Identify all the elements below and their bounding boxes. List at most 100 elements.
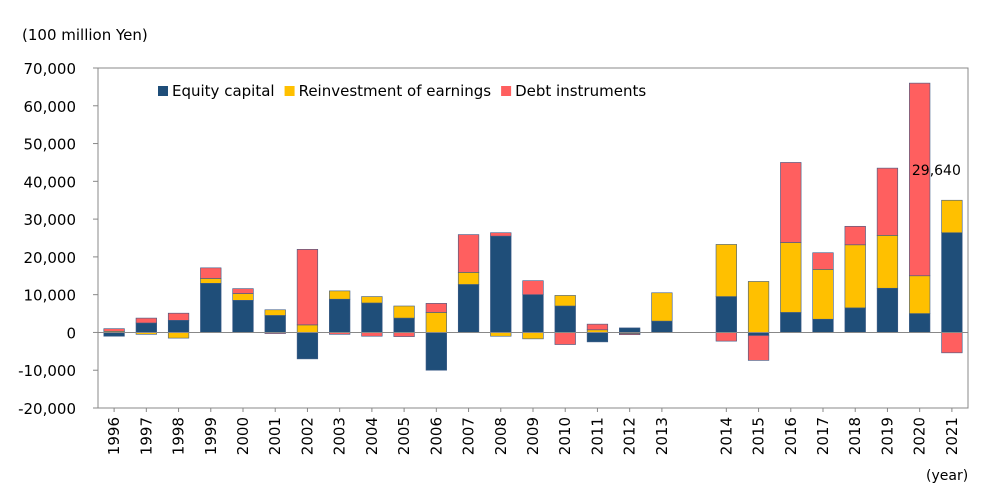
bar-segment: [876, 287, 899, 333]
bar-segment: [554, 295, 576, 307]
bar-segment: [941, 332, 963, 354]
bar-segment: [909, 275, 931, 314]
x-tick-label: 2014: [717, 417, 735, 455]
x-tick-label: 2012: [621, 417, 639, 455]
bar-segment: [715, 244, 737, 297]
bar-segment: [812, 269, 834, 320]
x-tick-label: 1997: [137, 417, 155, 455]
y-tick-label: 0: [66, 324, 76, 342]
bar-segment: [264, 315, 286, 333]
bar-segment: [715, 332, 737, 342]
bar-segment: [457, 234, 480, 273]
bar-segment: [619, 333, 641, 336]
bar-segment: [909, 82, 931, 277]
x-tick-label: 2018: [846, 417, 864, 455]
bar-segment: [393, 332, 415, 337]
y-tick-label: -10,000: [18, 362, 76, 380]
y-tick-label: 70,000: [24, 60, 77, 78]
bar-segment: [812, 252, 834, 270]
bar-segment: [554, 305, 576, 333]
x-unit-label: (year): [926, 468, 968, 484]
bar-segment: [135, 322, 157, 333]
bar-segment: [361, 302, 383, 333]
bar-segment: [522, 280, 544, 295]
bar-segment: [876, 235, 899, 289]
bar-segment: [200, 267, 222, 279]
bar-segment: [844, 225, 866, 246]
y-tick-label: -20,000: [18, 400, 76, 418]
bar-segment: [296, 249, 319, 326]
bar-segment: [780, 162, 802, 243]
bar-segment: [103, 328, 125, 332]
legend-label: Reinvestment of earnings: [299, 82, 492, 100]
bar-segment: [844, 244, 866, 309]
y-tick-label: 30,000: [24, 211, 77, 229]
bar-segment: [780, 312, 802, 333]
bar-segment: [167, 312, 190, 321]
x-tick-label: 2013: [653, 417, 671, 455]
bar-segment: [200, 283, 222, 333]
legend-label: Equity capital: [172, 82, 275, 100]
y-tick-label: 10,000: [24, 287, 77, 305]
bar-segment: [619, 327, 641, 333]
x-tick-label: 2021: [943, 417, 961, 455]
bar-segment: [457, 272, 480, 285]
bar-segment: [780, 242, 802, 313]
x-tick-label: 2009: [524, 417, 542, 455]
bar-segment: [361, 332, 383, 337]
bar-segment: [651, 320, 673, 333]
x-tick-label: 2020: [911, 417, 929, 455]
bar-segment: [457, 284, 480, 333]
y-tick-label: 60,000: [24, 98, 77, 116]
x-tick-label: 2001: [266, 417, 284, 455]
x-tick-label: 2004: [363, 417, 381, 455]
x-tick-label: 2005: [395, 417, 413, 455]
x-tick-label: 2019: [878, 417, 896, 455]
x-tick-label: 1999: [202, 417, 220, 455]
bar-segment: [490, 232, 512, 237]
bar-segment: [909, 313, 931, 333]
bar-segment: [232, 293, 254, 301]
bar-segment: [167, 320, 190, 333]
bar-segment: [554, 332, 576, 345]
bar-segment: [522, 332, 544, 340]
y-unit-label: (100 million Yen): [22, 26, 148, 44]
legend-swatch: [158, 86, 168, 96]
bar-segment: [586, 323, 609, 331]
bar-segment: [232, 300, 254, 333]
bar-segment: [329, 290, 351, 300]
bar-segment: [232, 288, 254, 294]
x-tick-label: 1998: [170, 417, 188, 455]
x-tick-label: 2015: [750, 417, 768, 455]
bar-segment: [586, 332, 609, 343]
bar-segment: [103, 332, 125, 337]
bar-segment: [135, 317, 157, 324]
legend-swatch: [284, 86, 295, 96]
bar-segment: [329, 298, 351, 333]
bar-segment: [651, 292, 673, 322]
bar-segment: [715, 296, 737, 333]
bar-segment: [522, 294, 544, 333]
x-tick-label: 2006: [427, 417, 445, 455]
bar-segment: [264, 309, 286, 316]
bar-segment: [361, 296, 383, 304]
bar-segment: [296, 324, 319, 333]
bar-segment: [425, 303, 447, 313]
bar-segment: [941, 199, 963, 234]
data-annotation: 29,640: [912, 163, 961, 179]
x-tick-label: 2017: [814, 417, 832, 455]
bar-segment: [393, 305, 415, 319]
plot-frame: [97, 67, 969, 409]
bar-segment: [941, 232, 963, 333]
y-tick-label: 40,000: [24, 173, 77, 191]
x-tick-label: 2000: [234, 417, 252, 455]
bar-segment: [296, 332, 319, 360]
x-tick-label: 2002: [298, 417, 316, 455]
bar-segment: [167, 332, 190, 339]
y-tick-label: 50,000: [24, 136, 77, 154]
bar-segment: [490, 235, 512, 333]
x-tick-label: 2008: [492, 417, 510, 455]
bar-segment: [425, 332, 447, 371]
